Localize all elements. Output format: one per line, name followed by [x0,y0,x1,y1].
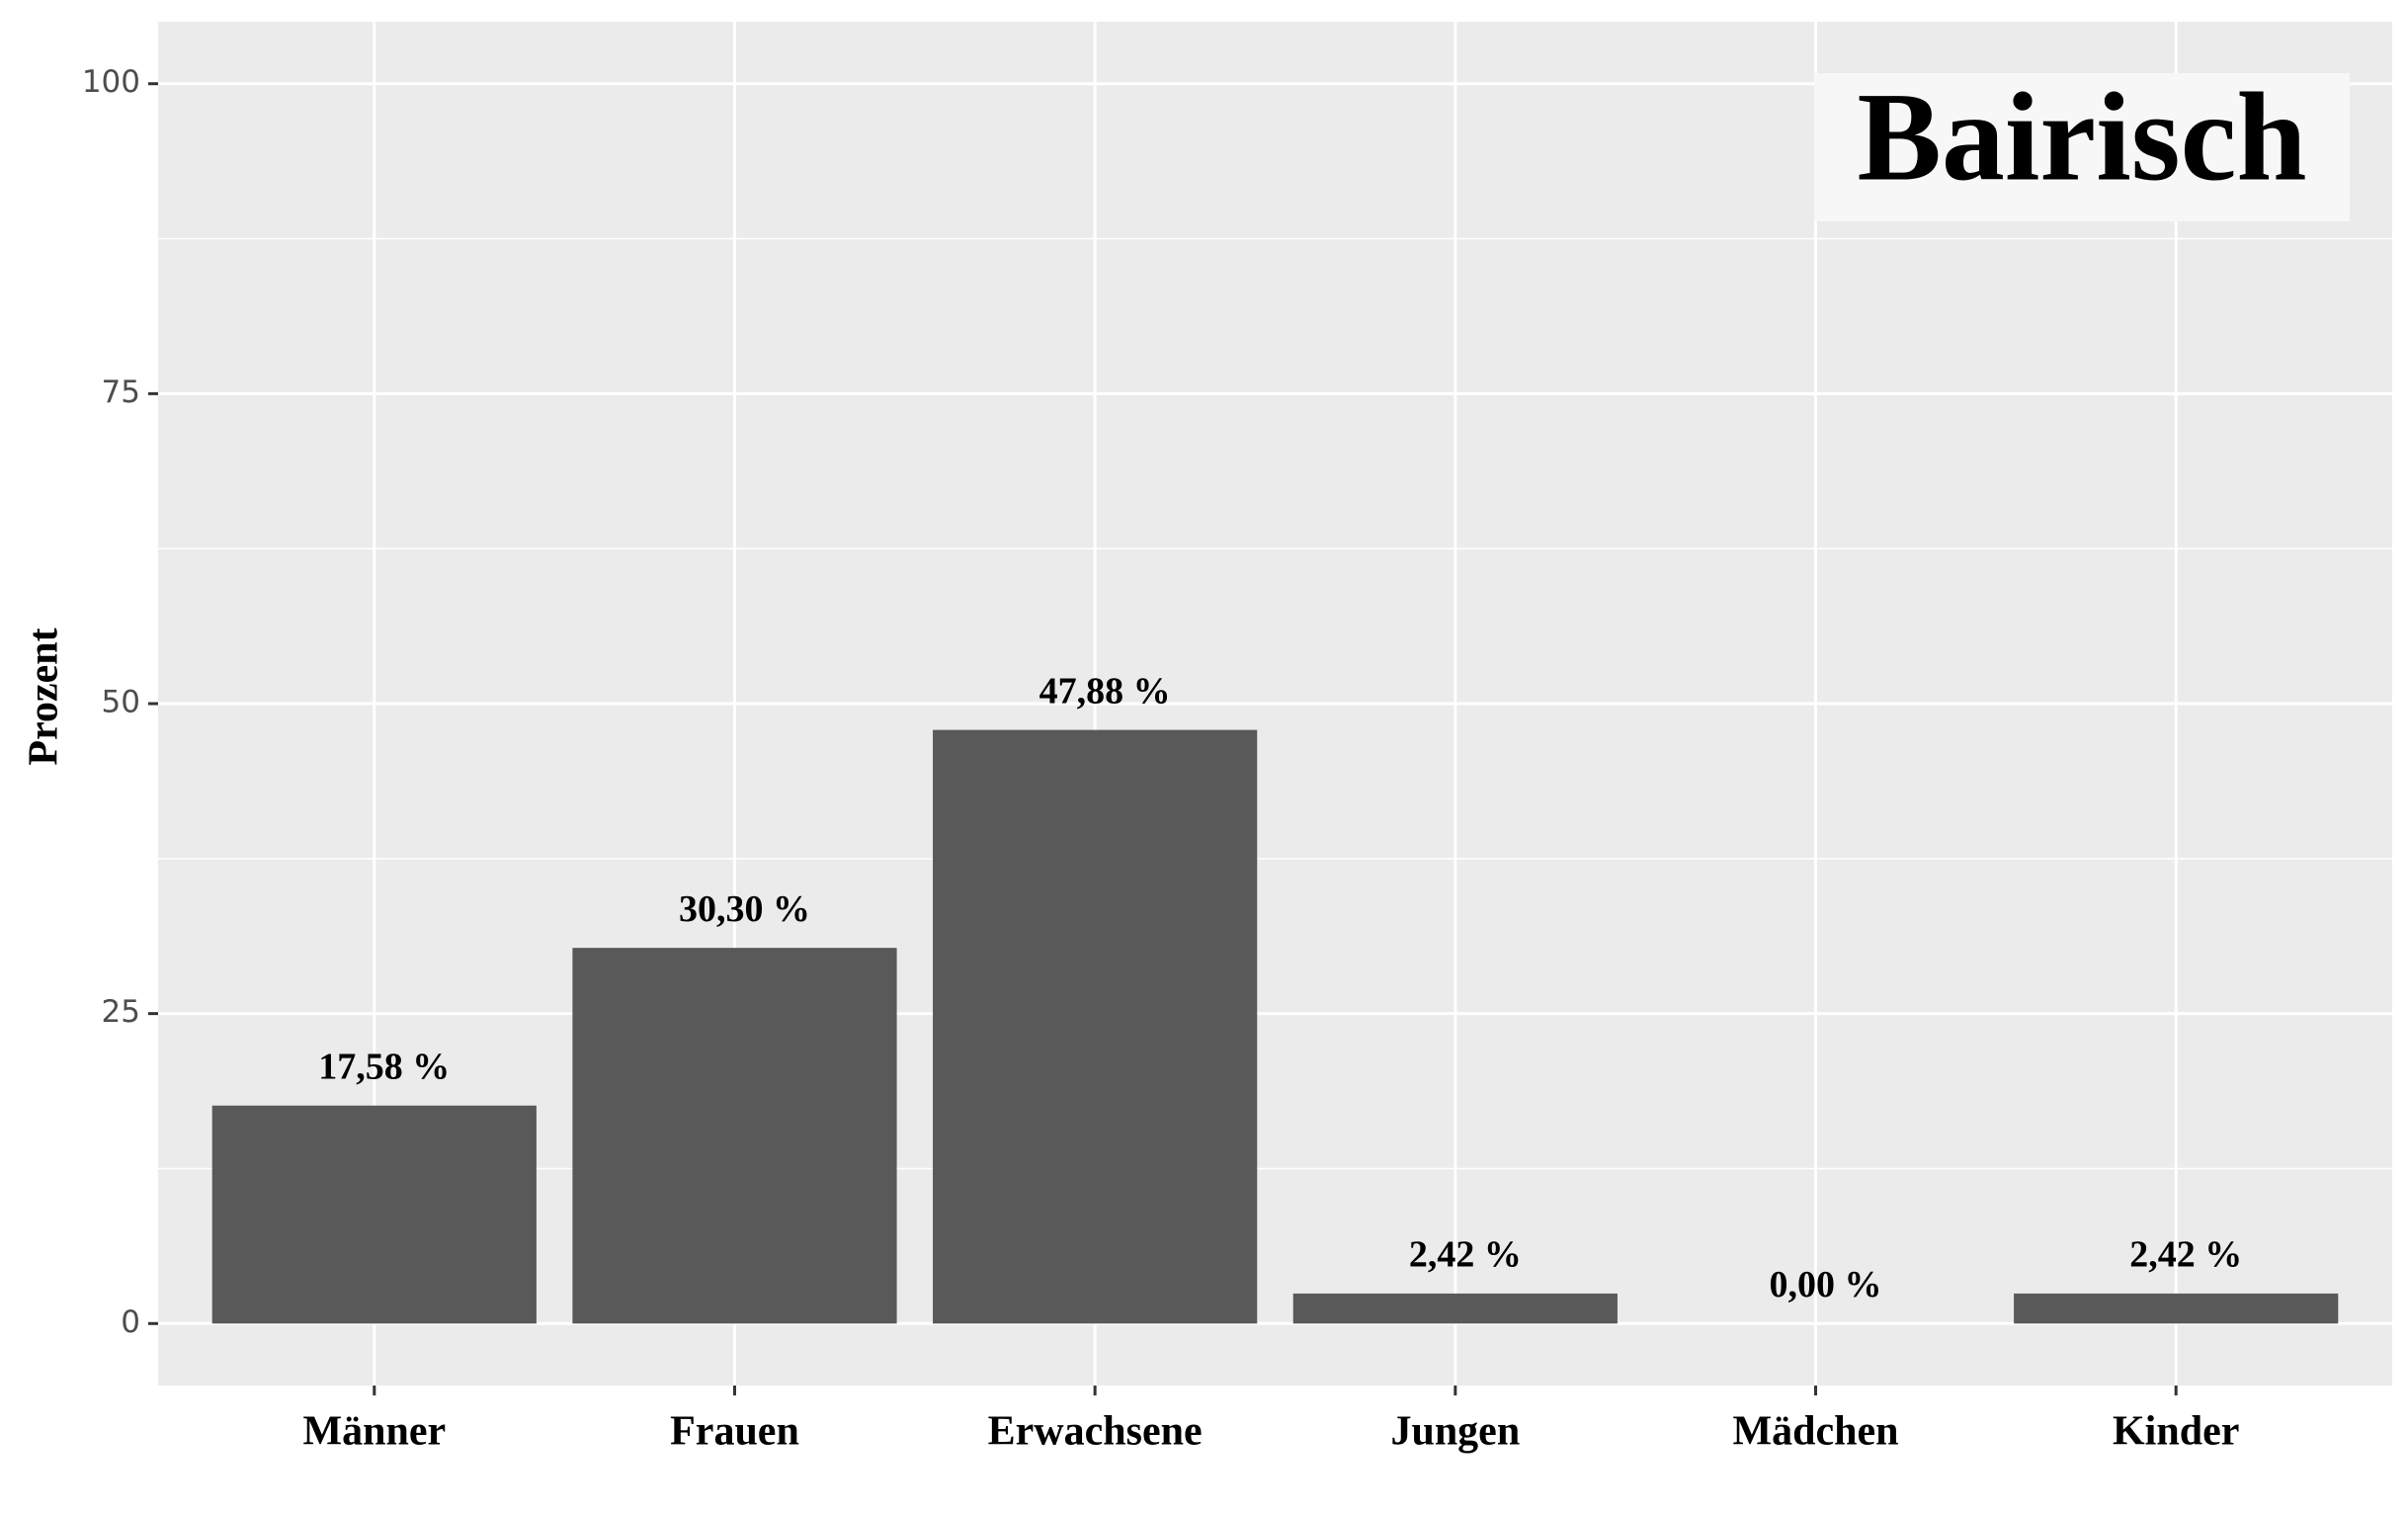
bar [572,948,897,1324]
y-tick-label: 100 [82,64,140,100]
x-tick-label: Mädchen [1733,1409,1899,1455]
value-label: 2,42 % [1409,1234,1522,1276]
x-tick-label: Frauen [670,1409,799,1455]
x-tick-label: Kinder [2113,1409,2239,1455]
y-axis-label: Prozent [22,628,67,765]
y-tick-label: 75 [102,375,140,410]
y-tick-label: 25 [102,994,140,1030]
bar [1292,1293,1618,1324]
value-label: 0,00 % [1770,1264,1882,1305]
bar [211,1105,537,1324]
value-label: 2,42 % [2129,1234,2242,1276]
bar [933,729,1258,1324]
title-box [1814,73,2350,221]
x-tick-label: Männer [302,1409,446,1455]
y-tick-label: 50 [102,685,140,720]
value-label: 30,30 % [679,888,810,930]
x-tick-label: Erwachsene [988,1409,1203,1455]
x-tick-label: Jungen [1390,1409,1520,1455]
chart-title: Bairisch [1857,66,2306,207]
bar [2014,1293,2339,1324]
y-tick-label: 0 [121,1305,140,1340]
value-label: 17,58 % [318,1046,450,1087]
value-label: 47,88 % [1039,670,1171,712]
